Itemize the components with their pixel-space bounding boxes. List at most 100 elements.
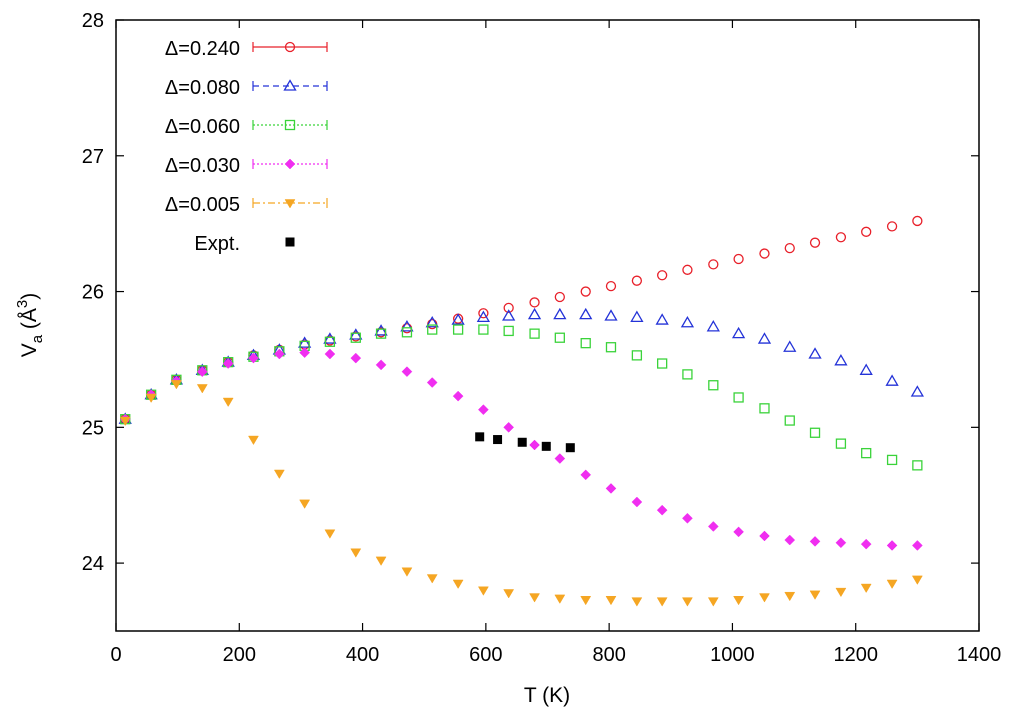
data-point	[529, 328, 540, 339]
legend: Δ=0.240 Δ=0.080 Δ=0.060 Δ=0.030 Δ=0.005 Expt.	[165, 38, 328, 255]
data-point	[196, 384, 208, 394]
data-point	[375, 556, 387, 566]
legend-label: Δ=0.240	[165, 38, 240, 60]
data-point	[657, 358, 668, 369]
data-point	[529, 297, 540, 308]
data-point	[783, 340, 797, 352]
data-point	[527, 307, 542, 320]
legend-label: Δ=0.005	[165, 194, 240, 216]
data-point	[809, 427, 821, 438]
legend-marker	[284, 158, 296, 170]
data-point	[554, 453, 566, 464]
data-point	[324, 529, 336, 539]
y-tick-label: 26	[82, 282, 104, 304]
data-point	[733, 253, 744, 265]
data-point	[323, 332, 337, 344]
data-point	[119, 416, 131, 427]
y-tick-label: 24	[82, 553, 104, 575]
x-tick-label: 200	[223, 644, 256, 666]
data-point	[860, 583, 872, 594]
data-point	[452, 579, 464, 589]
data-point	[580, 469, 592, 481]
data-point	[170, 380, 182, 390]
data-point	[350, 352, 362, 364]
data-point	[706, 320, 720, 332]
data-point	[425, 315, 439, 328]
data-point	[809, 536, 821, 547]
x-tick-label: 1000	[710, 644, 755, 666]
data-point	[784, 534, 796, 546]
data-point	[656, 597, 668, 607]
data-point	[401, 366, 413, 378]
data-point	[757, 332, 772, 344]
data-point	[145, 393, 157, 403]
data-point	[579, 307, 593, 320]
data-point	[630, 310, 644, 323]
data-point	[861, 447, 872, 459]
data-point	[733, 596, 745, 606]
data-point	[835, 232, 847, 243]
data-point	[541, 441, 551, 451]
data-point	[733, 526, 744, 538]
x-tick-label: 0	[110, 644, 121, 666]
data-point	[912, 460, 923, 471]
data-point	[452, 324, 464, 335]
data-point	[886, 221, 898, 232]
data-point	[605, 483, 617, 494]
data-point	[375, 359, 387, 371]
x-axis-label: T (K)	[524, 684, 570, 707]
data-point	[529, 439, 540, 451]
series-2	[120, 324, 923, 471]
legend-marker	[283, 79, 297, 91]
data-point	[886, 579, 898, 589]
data-point	[452, 390, 464, 402]
data-point	[631, 496, 643, 508]
data-point	[885, 374, 899, 386]
data-point	[565, 443, 575, 453]
data-point	[477, 586, 489, 596]
data-point	[350, 548, 362, 558]
legend-label: Δ=0.060	[165, 116, 240, 138]
data-point	[708, 380, 719, 391]
data-point	[529, 593, 540, 603]
data-point	[835, 587, 847, 598]
series-3	[119, 347, 923, 551]
x-tick-label: 1200	[833, 644, 878, 666]
data-point	[733, 392, 744, 403]
data-point	[580, 596, 592, 606]
data-point	[860, 538, 872, 550]
data-point	[657, 270, 668, 281]
data-point	[401, 567, 413, 577]
data-point	[681, 597, 693, 607]
data-point	[400, 320, 414, 332]
data-point	[503, 421, 515, 433]
data-point	[580, 286, 591, 297]
y-tick-label: 28	[82, 10, 104, 32]
data-point	[553, 307, 567, 320]
data-point	[859, 363, 873, 375]
data-point	[784, 591, 796, 602]
data-point	[682, 264, 693, 275]
data-point	[222, 358, 234, 369]
y-axis-label: Va (Å3)	[14, 293, 46, 358]
data-point	[808, 347, 822, 359]
data-markers	[118, 215, 924, 607]
data-point	[605, 280, 617, 292]
data-point	[324, 348, 336, 360]
data-point	[401, 327, 413, 338]
data-point	[502, 309, 516, 321]
data-point	[759, 403, 770, 414]
data-point	[451, 313, 465, 325]
data-point	[374, 324, 388, 336]
data-point	[554, 291, 565, 303]
data-point	[475, 432, 485, 442]
data-point	[273, 469, 285, 479]
data-point	[656, 504, 668, 516]
data-point	[299, 347, 310, 359]
data-point	[861, 226, 872, 237]
data-point	[809, 590, 821, 600]
x-tick-label: 400	[346, 644, 379, 666]
x-tick-label: 800	[592, 644, 625, 666]
data-point	[274, 348, 285, 360]
